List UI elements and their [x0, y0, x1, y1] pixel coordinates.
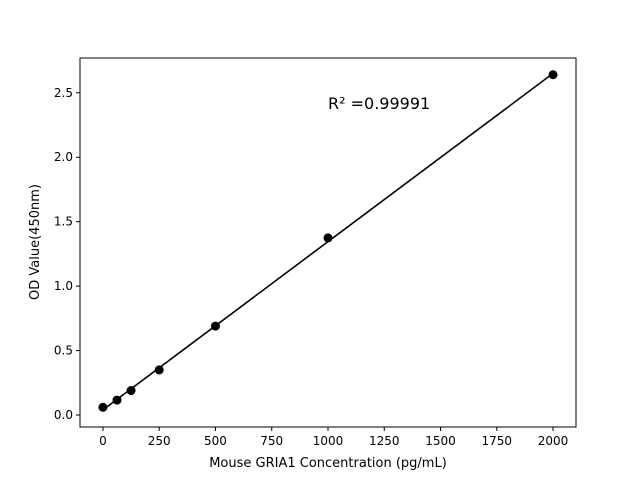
x-axis-label: Mouse GRIA1 Concentration (pg/mL) [209, 456, 447, 471]
y-tick-label: 1.0 [54, 279, 73, 293]
data-point [154, 365, 164, 375]
x-tick-label: 0 [99, 434, 107, 448]
x-tick-label: 250 [148, 434, 171, 448]
data-point [98, 402, 108, 412]
data-point [548, 70, 558, 80]
data-point [323, 233, 333, 243]
y-tick-label: 2.5 [54, 86, 73, 100]
x-tick-label: 1000 [313, 434, 344, 448]
data-point [112, 395, 122, 405]
x-tick-label: 1250 [369, 434, 400, 448]
y-tick-label: 0.0 [54, 408, 73, 422]
data-point [126, 386, 136, 396]
y-tick-label: 2.0 [54, 150, 73, 164]
x-tick-label: 2000 [538, 434, 569, 448]
x-tick-label: 750 [260, 434, 283, 448]
x-tick-label: 1500 [425, 434, 456, 448]
y-tick-label: 1.5 [54, 215, 73, 229]
y-tick-label: 0.5 [54, 344, 73, 358]
data-point [210, 321, 220, 331]
y-axis-label: OD Value(450nm) [28, 184, 43, 300]
x-tick-label: 500 [204, 434, 227, 448]
x-tick-label: 1750 [482, 434, 513, 448]
r-squared-annotation: R² =0.99991 [328, 94, 430, 113]
